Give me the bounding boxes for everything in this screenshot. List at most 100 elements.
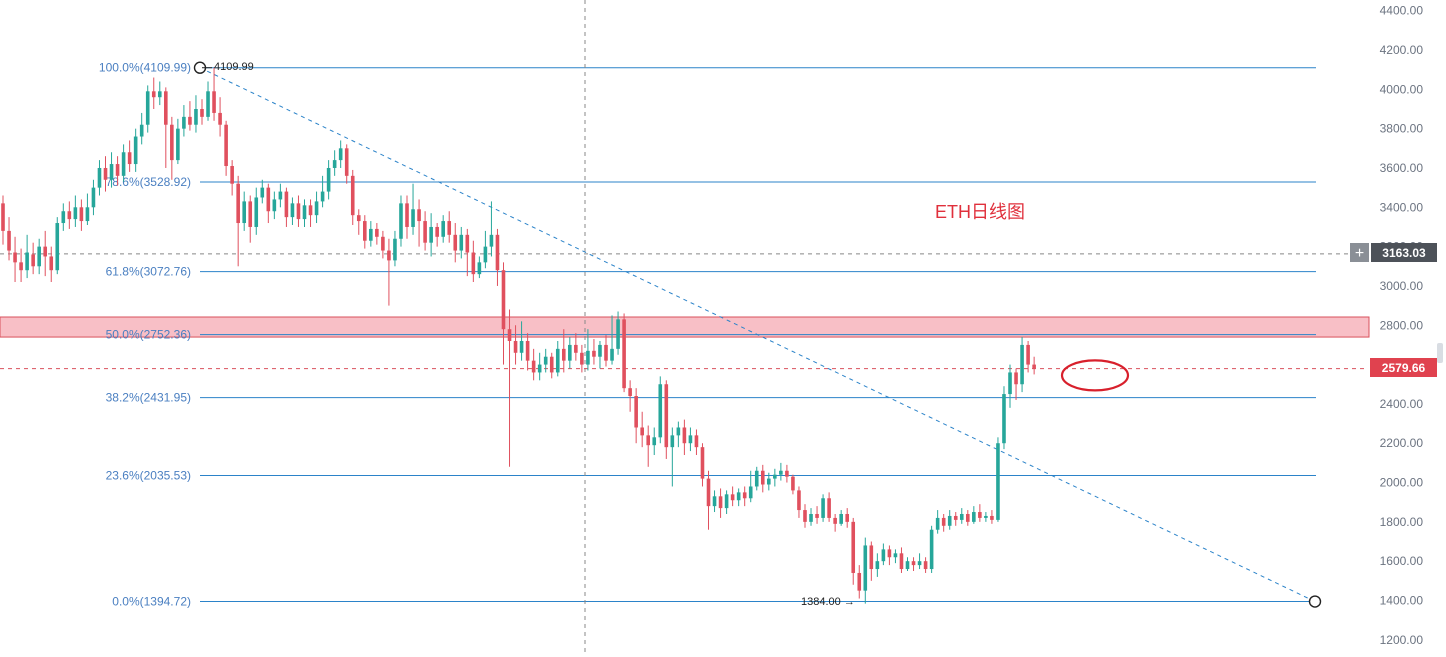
fibonacci-levels: 100.0%(4109.99) 78.6%(3528.92) 61.8%(3072.…: [99, 61, 1316, 609]
candle-body: [1032, 364, 1036, 369]
candle-body: [356, 215, 361, 222]
candle-body: [899, 553, 904, 570]
candle-up: [688, 427, 693, 452]
candle-body: [917, 561, 922, 566]
candle-body: [851, 521, 856, 573]
candle-down: [115, 156, 120, 186]
candle-body: [145, 91, 150, 125]
candle-body: [748, 486, 753, 499]
candle-body: [730, 494, 735, 501]
candle-body: [242, 201, 246, 224]
candle-body: [736, 492, 741, 501]
candle-body: [670, 435, 675, 448]
candle-body: [7, 230, 11, 251]
candle-down: [604, 335, 608, 367]
candle-up: [658, 376, 663, 444]
candle-body: [827, 498, 831, 518]
candle-body: [797, 490, 801, 511]
candle-up: [157, 81, 162, 106]
candle-body: [248, 201, 253, 227]
trendline-layer: [193, 61, 1322, 608]
candle-down: [923, 557, 928, 573]
candle-down: [628, 380, 632, 412]
candle-up: [369, 221, 373, 247]
candle-body: [839, 513, 843, 524]
candle-body: [67, 211, 72, 220]
candle-body: [465, 234, 470, 253]
candle-body: [574, 344, 578, 353]
axis-scroll-handle[interactable]: [1437, 343, 1443, 363]
candle-body: [284, 191, 289, 218]
candle-up: [37, 238, 41, 275]
candle-up: [724, 490, 729, 514]
candle-down: [941, 513, 946, 532]
candle-down: [284, 187, 289, 227]
candle-down: [266, 183, 271, 224]
price-axis-tick-label: 2400.00: [1380, 397, 1424, 411]
crosshair-price-badge: + 3163.03: [1350, 243, 1437, 262]
crosshair-plus-icon[interactable]: +: [1355, 245, 1364, 262]
candle-down: [857, 565, 862, 599]
price-axis-tick-label: 4400.00: [1380, 4, 1424, 18]
candle-up: [616, 311, 620, 355]
candle-body: [664, 384, 669, 448]
price-axis[interactable]: 4400.00 4200.00 4000.00 3800.00 3600.00 3400.…: [1380, 4, 1424, 647]
candle-up: [568, 337, 572, 369]
candle-body: [230, 166, 234, 184]
candle-up: [483, 230, 488, 269]
candle-body: [260, 187, 265, 198]
candle-body: [350, 175, 355, 216]
candle-down: [513, 325, 518, 365]
candle-up: [929, 525, 934, 573]
candle-body: [411, 209, 415, 227]
candle-down: [531, 348, 536, 381]
candle-body: [182, 116, 186, 129]
candle-up: [411, 183, 415, 235]
candle-up: [477, 256, 482, 279]
candle-down: [953, 512, 958, 526]
candle-down: [1026, 340, 1030, 373]
crosshair-plus-box[interactable]: [1350, 243, 1369, 262]
candle-body: [821, 498, 825, 518]
candle-body: [724, 494, 729, 509]
candle-body: [49, 256, 54, 271]
candle-down: [730, 486, 735, 507]
candle-body: [531, 360, 536, 373]
candle-body: [857, 572, 862, 591]
resistance-zone: [0, 316, 1370, 338]
candle-body: [447, 221, 452, 235]
candle-down: [103, 156, 108, 192]
candle-body: [133, 136, 138, 165]
candle-body: [85, 207, 90, 222]
candle-body: [115, 164, 120, 176]
candle-body: [785, 470, 789, 477]
candle-down: [405, 195, 409, 239]
candle-up: [429, 213, 433, 257]
fib-trendline: [199, 67, 1316, 602]
candle-up: [809, 508, 813, 526]
fib-level-label: 100.0%(4109.99): [99, 61, 191, 75]
candle-down: [887, 545, 892, 566]
candle-down: [990, 510, 994, 524]
candle-up: [73, 195, 78, 227]
candle-up: [947, 510, 952, 530]
price-axis-tick-label: 3600.00: [1380, 161, 1424, 175]
candle-body: [658, 384, 663, 438]
candle-body: [483, 246, 488, 263]
candle-up: [176, 118, 180, 165]
candle-body: [767, 478, 771, 485]
candle-down: [164, 87, 168, 168]
candle-body: [121, 152, 126, 176]
price-axis-tick-label: 1800.00: [1380, 515, 1424, 529]
candle-down: [212, 67, 216, 121]
candle-body: [266, 187, 271, 212]
candle-body: [815, 513, 819, 518]
candle-body: [616, 319, 620, 349]
candle-body: [592, 350, 596, 357]
candle-body: [682, 427, 687, 444]
candle-body: [694, 435, 699, 448]
candle-down: [911, 557, 916, 572]
candle-body: [194, 109, 198, 125]
